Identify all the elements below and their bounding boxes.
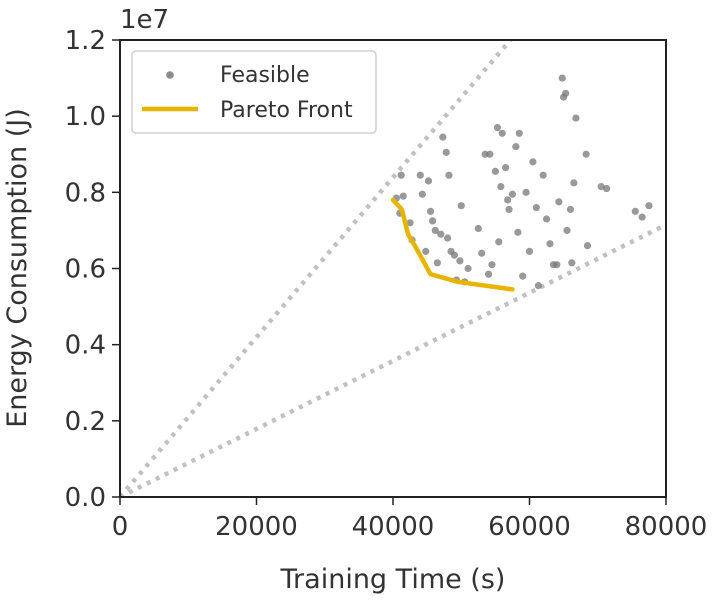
feasible-point <box>437 230 445 238</box>
feasible-point <box>505 205 513 214</box>
y-tick-label: 0.6 <box>65 255 106 285</box>
feasible-point <box>418 190 426 198</box>
feasible-point <box>491 167 499 175</box>
feasible-point <box>515 129 523 137</box>
feasible-point <box>522 188 530 196</box>
feasible-point <box>428 217 437 225</box>
legend-feasible-label: Feasible <box>220 63 310 88</box>
feasible-point <box>529 158 537 166</box>
feasible-point <box>562 89 570 97</box>
feasible-point <box>514 228 522 236</box>
legend-box <box>131 50 377 134</box>
feasible-point <box>439 133 447 141</box>
feasible-point <box>445 171 453 179</box>
x-tick-label: 40000 <box>352 512 435 542</box>
feasible-point <box>566 205 575 214</box>
y-tick-label: 1.2 <box>65 26 106 56</box>
feasible-point <box>464 264 472 273</box>
reference-line-0 <box>120 40 513 497</box>
feasible-point <box>488 261 496 269</box>
feasible-point <box>555 198 563 206</box>
y-tick-label: 1.0 <box>65 102 106 132</box>
feasible-point <box>519 272 527 280</box>
x-tick-label: 60000 <box>488 512 571 542</box>
y-axis-ticks: 0.0 0.2 0.4 0.6 0.8 1.0 1.2 <box>65 26 120 513</box>
feasible-point <box>563 226 571 235</box>
feasible-point <box>484 270 493 278</box>
feasible-point <box>426 207 435 215</box>
feasible-point <box>406 219 414 227</box>
feasible-point <box>534 282 542 290</box>
feasible-point <box>512 143 520 151</box>
x-axis-ticks: 0 20000 40000 60000 80000 <box>112 497 708 542</box>
legend-pareto-label: Pareto Front <box>220 98 353 123</box>
feasible-point <box>433 259 441 267</box>
pareto-front <box>390 197 515 292</box>
x-axis-label: Training Time (s) <box>280 564 506 595</box>
feasible-point <box>422 247 430 255</box>
feasible-point <box>399 192 407 200</box>
y-tick-label: 0.2 <box>65 407 106 437</box>
feasible-point <box>645 202 653 210</box>
feasible-point <box>450 251 459 259</box>
feasible-point <box>442 148 450 156</box>
y-tick-label: 0.8 <box>65 178 106 208</box>
feasible-point <box>502 163 510 172</box>
feasible-point <box>597 183 605 191</box>
feasible-point <box>456 257 464 265</box>
y-tick-label: 0.4 <box>65 331 106 361</box>
pareto-front-line <box>390 197 515 292</box>
feasible-point <box>424 177 433 185</box>
feasible-point <box>416 171 424 179</box>
reference-lines <box>120 40 666 497</box>
y-axis-label: Energy Consumption (J) <box>2 108 33 428</box>
feasible-point <box>603 184 611 193</box>
feasible-point <box>568 259 576 267</box>
legend-feasible-marker <box>166 71 174 79</box>
feasible-point <box>542 215 551 223</box>
feasible-point <box>431 226 439 235</box>
feasible-point <box>638 213 646 221</box>
feasible-point <box>583 242 592 250</box>
feasible-point <box>582 150 590 158</box>
feasible-point <box>553 261 561 269</box>
y-offset-label: 1e7 <box>120 5 169 35</box>
feasible-point <box>570 179 578 187</box>
legend: Feasible Pareto Front <box>131 50 377 134</box>
feasible-point <box>493 123 502 132</box>
reference-line-1 <box>120 222 666 497</box>
feasible-point <box>572 114 580 122</box>
feasible-points <box>392 74 653 290</box>
feasible-point <box>558 74 566 82</box>
feasible-point <box>508 190 517 198</box>
feasible-point <box>444 234 452 242</box>
feasible-point <box>539 171 547 179</box>
x-tick-label: 20000 <box>215 512 298 542</box>
feasible-point <box>397 171 405 179</box>
feasible-point <box>486 150 494 158</box>
y-tick-label: 0.0 <box>65 483 106 513</box>
feasible-point <box>498 129 506 137</box>
feasible-point <box>495 238 503 246</box>
feasible-point <box>478 249 486 257</box>
feasible-point <box>532 203 540 212</box>
feasible-point <box>631 207 639 215</box>
feasible-point <box>457 202 465 210</box>
x-tick-label: 0 <box>112 512 129 542</box>
feasible-point <box>504 196 512 204</box>
feasible-point <box>525 247 534 255</box>
feasible-point <box>546 240 554 248</box>
x-tick-label: 80000 <box>625 512 708 542</box>
feasible-point <box>474 224 482 233</box>
feasible-point <box>497 183 505 191</box>
